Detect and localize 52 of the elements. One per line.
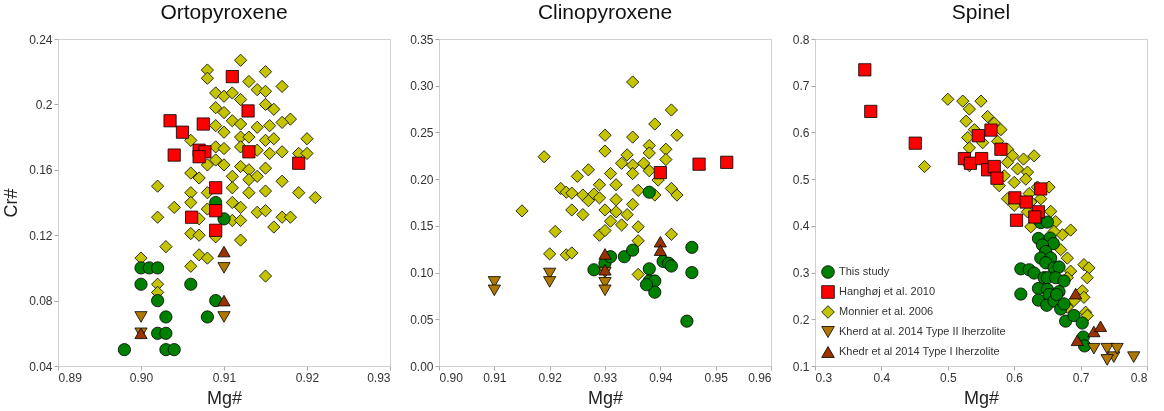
y-tick-label: 0.15 [410, 219, 434, 234]
y-tick-label: 0.4 [792, 219, 810, 234]
y-axis-title: Cr# [1, 188, 22, 218]
y-tick-label: 0.05 [410, 312, 434, 327]
y-tick-label: 0.1 [792, 359, 810, 374]
x-tick-label: 0.92 [538, 370, 563, 385]
x-tick-label: 0.3 [815, 370, 833, 385]
x-tick-label: 0.4 [873, 370, 891, 385]
legend-label: Khedr et al 2014 Type I lherzolite [839, 345, 1000, 357]
y-tick-label: 0.2 [35, 97, 53, 112]
x-tick-label: 0.6 [1006, 370, 1024, 385]
y-tick-label: 0.30 [410, 79, 434, 94]
x-tick-label: 0.8 [1130, 370, 1148, 385]
x-tick-label: 0.96 [748, 370, 772, 385]
y-tick-label: 0.2 [792, 312, 810, 327]
y-tick-label: 0.00 [410, 359, 434, 374]
y-tick-label: 0.10 [410, 266, 434, 281]
y-tick-label: 0.16 [29, 163, 53, 178]
legend-label: Monnier et al. 2006 [839, 305, 934, 317]
x-tick-label: 0.7 [1072, 370, 1090, 385]
legend-label: This study [839, 265, 890, 277]
x-axis-title: Mg# [963, 387, 1000, 408]
x-tick-label: 0.91 [483, 370, 507, 385]
legend-label: Hanghøj et al. 2010 [839, 285, 936, 297]
y-tick-label: 0.5 [792, 172, 810, 187]
y-tick-label: 0.3 [792, 266, 810, 281]
x-tick-label: 0.89 [58, 370, 83, 385]
x-tick-label: 0.92 [295, 370, 320, 385]
x-tick-label: 0.5 [939, 370, 957, 385]
y-tick-label: 0.12 [29, 228, 53, 243]
y-tick-label: 0.35 [410, 32, 434, 47]
x-tick-label: 0.90 [129, 370, 154, 385]
y-tick-label: 0.7 [792, 79, 810, 94]
x-tick-label: 0.93 [367, 370, 391, 385]
x-axis-title: Mg# [206, 387, 243, 408]
x-tick-label: 0.95 [704, 370, 729, 385]
x-tick-label: 0.90 [439, 370, 464, 385]
chart-title: Spinel [951, 0, 1011, 23]
y-tick-label: 0.24 [29, 32, 53, 47]
x-tick-label: 0.91 [212, 370, 237, 385]
y-tick-label: 0.04 [29, 359, 53, 374]
x-axis-title: Mg# [587, 387, 624, 408]
y-tick-label: 0.08 [29, 294, 53, 309]
x-tick-label: 0.93 [593, 370, 618, 385]
y-tick-label: 0.20 [410, 172, 434, 187]
y-tick-label: 0.25 [410, 125, 434, 140]
legend-label: Kherd at al. 2014 Type II lherzolite [839, 325, 1006, 337]
y-tick-label: 0.8 [792, 32, 810, 47]
chart-title: Ortopyroxene [160, 0, 288, 23]
chart-title: Clinopyroxene [537, 0, 673, 23]
y-tick-label: 0.6 [792, 125, 810, 140]
x-tick-label: 0.94 [649, 370, 673, 385]
